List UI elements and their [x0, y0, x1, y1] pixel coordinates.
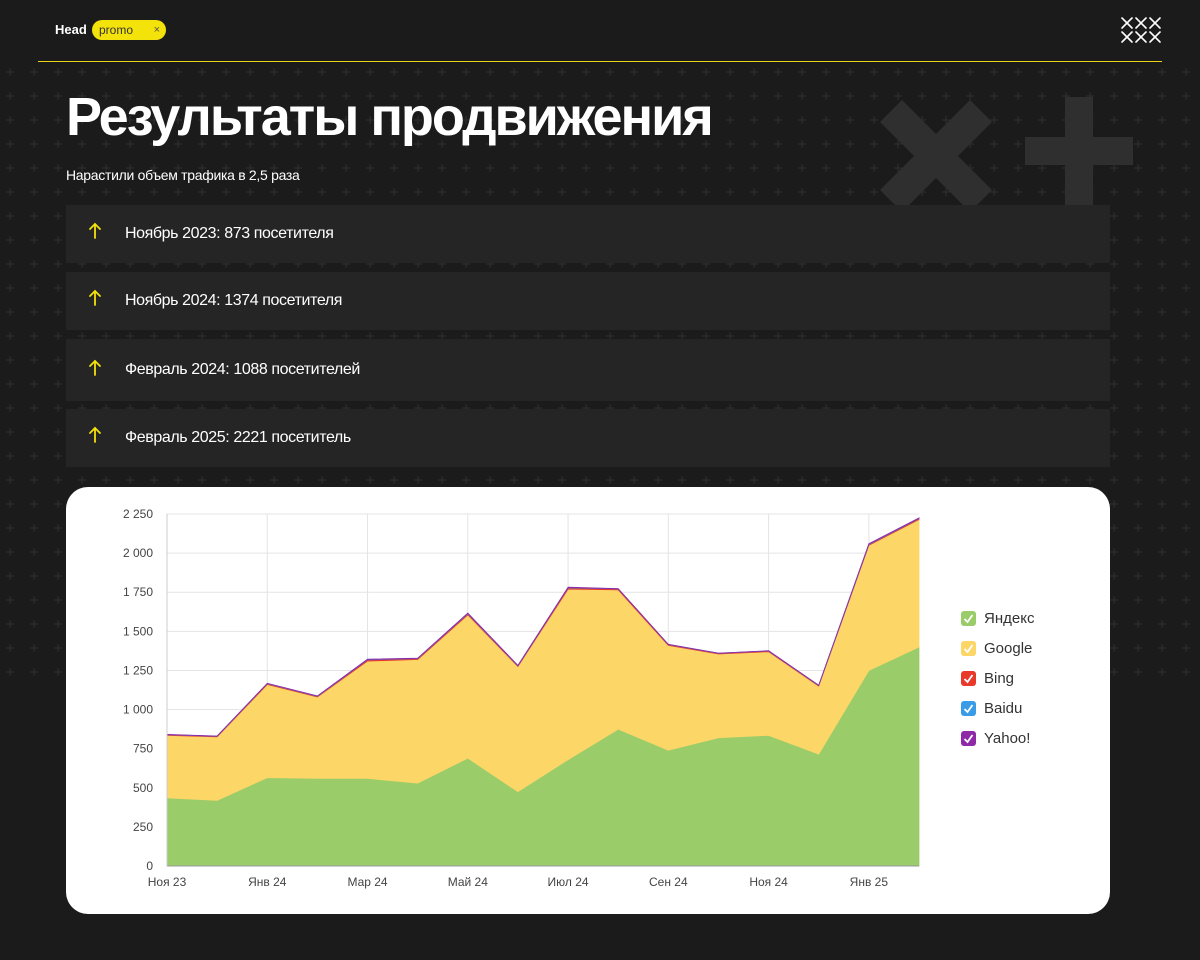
legend-label: Yahoo! — [984, 729, 1031, 747]
area-series-Yahoo! — [166, 517, 920, 737]
x-tick-label: Июл 24 — [548, 875, 589, 889]
y-tick-label: 1 250 — [123, 663, 153, 677]
xxx-menu-icon[interactable] — [1120, 16, 1164, 46]
arrow-up-icon — [89, 426, 101, 443]
logo-tag-label: promo — [99, 23, 134, 37]
legend-item[interactable]: Baidu — [961, 693, 1034, 723]
stat-row: Ноябрь 2023: 873 посетителя — [66, 205, 1110, 263]
logo-tag: promo × — [92, 20, 166, 40]
chart-card: 0 250 500 750 1 000 1 250 1 500 1 750 2 000 2 250… — [66, 487, 1110, 914]
legend-label: Google — [984, 639, 1033, 657]
y-tick-label: 250 — [133, 820, 153, 834]
arrow-up-icon — [89, 222, 101, 239]
y-tick-label: 1 000 — [123, 703, 153, 717]
logo-tag-close: × — [153, 24, 160, 36]
arrow-up-icon — [89, 289, 101, 306]
y-tick-label: 1 500 — [123, 624, 153, 638]
x-tick-label: Май 24 — [448, 875, 489, 889]
page-title: Результаты продвижения — [66, 87, 714, 147]
traffic-area-chart: 0 250 500 750 1 000 1 250 1 500 1 750 2 000 2 250… — [123, 507, 920, 889]
arrow-up-icon — [89, 359, 101, 376]
header: Head promo × — [38, 0, 1162, 62]
stat-text: Февраль 2024: 1088 посетителей — [125, 361, 360, 378]
legend-item[interactable]: Bing — [961, 663, 1034, 693]
stat-text: Февраль 2025: 2221 посетитель — [125, 429, 351, 446]
logo-text: Head — [55, 22, 87, 37]
legend-item[interactable]: Google — [961, 633, 1034, 663]
checkbox-icon[interactable] — [961, 670, 976, 686]
x-tick-label: Янв 24 — [248, 875, 287, 889]
legend-item[interactable]: Яндекс — [961, 603, 1034, 633]
y-tick-label: 1 750 — [123, 585, 153, 599]
stat-text: Ноябрь 2024: 1374 посетителя — [125, 292, 342, 309]
y-tick-label: 750 — [133, 742, 153, 756]
y-tick-label: 2 000 — [123, 546, 153, 560]
stat-text: Ноябрь 2023: 873 посетителя — [125, 225, 334, 242]
checkbox-icon[interactable] — [961, 730, 976, 746]
stat-row: Февраль 2024: 1088 посетителей — [66, 339, 1110, 401]
x-plus-decor-icon — [880, 97, 1133, 212]
x-tick-label: Ноя 24 — [749, 875, 788, 889]
x-tick-label: Янв 25 — [850, 875, 889, 889]
legend-label: Bing — [984, 669, 1015, 687]
checkbox-icon[interactable] — [961, 700, 976, 716]
x-tick-label: Ноя 23 — [148, 875, 187, 889]
y-tick-label: 2 250 — [123, 507, 153, 521]
chart-legend: Яндекс Google Bing Baidu Yahoo! — [961, 603, 1034, 753]
legend-item[interactable]: Yahoo! — [961, 723, 1034, 753]
x-tick-label: Сен 24 — [649, 875, 688, 889]
checkbox-icon[interactable] — [961, 640, 976, 656]
legend-label: Baidu — [984, 699, 1023, 717]
y-tick-label: 500 — [133, 781, 153, 795]
y-tick-label: 0 — [146, 859, 153, 873]
checkbox-icon[interactable] — [961, 610, 976, 626]
legend-label: Яндекс — [984, 609, 1035, 627]
page-subtitle: Нарастили объем трафика в 2,5 раза — [66, 167, 300, 183]
stat-row: Ноябрь 2024: 1374 посетителя — [66, 272, 1110, 330]
stat-row: Февраль 2025: 2221 посетитель — [66, 409, 1110, 467]
x-tick-label: Мар 24 — [347, 875, 387, 889]
